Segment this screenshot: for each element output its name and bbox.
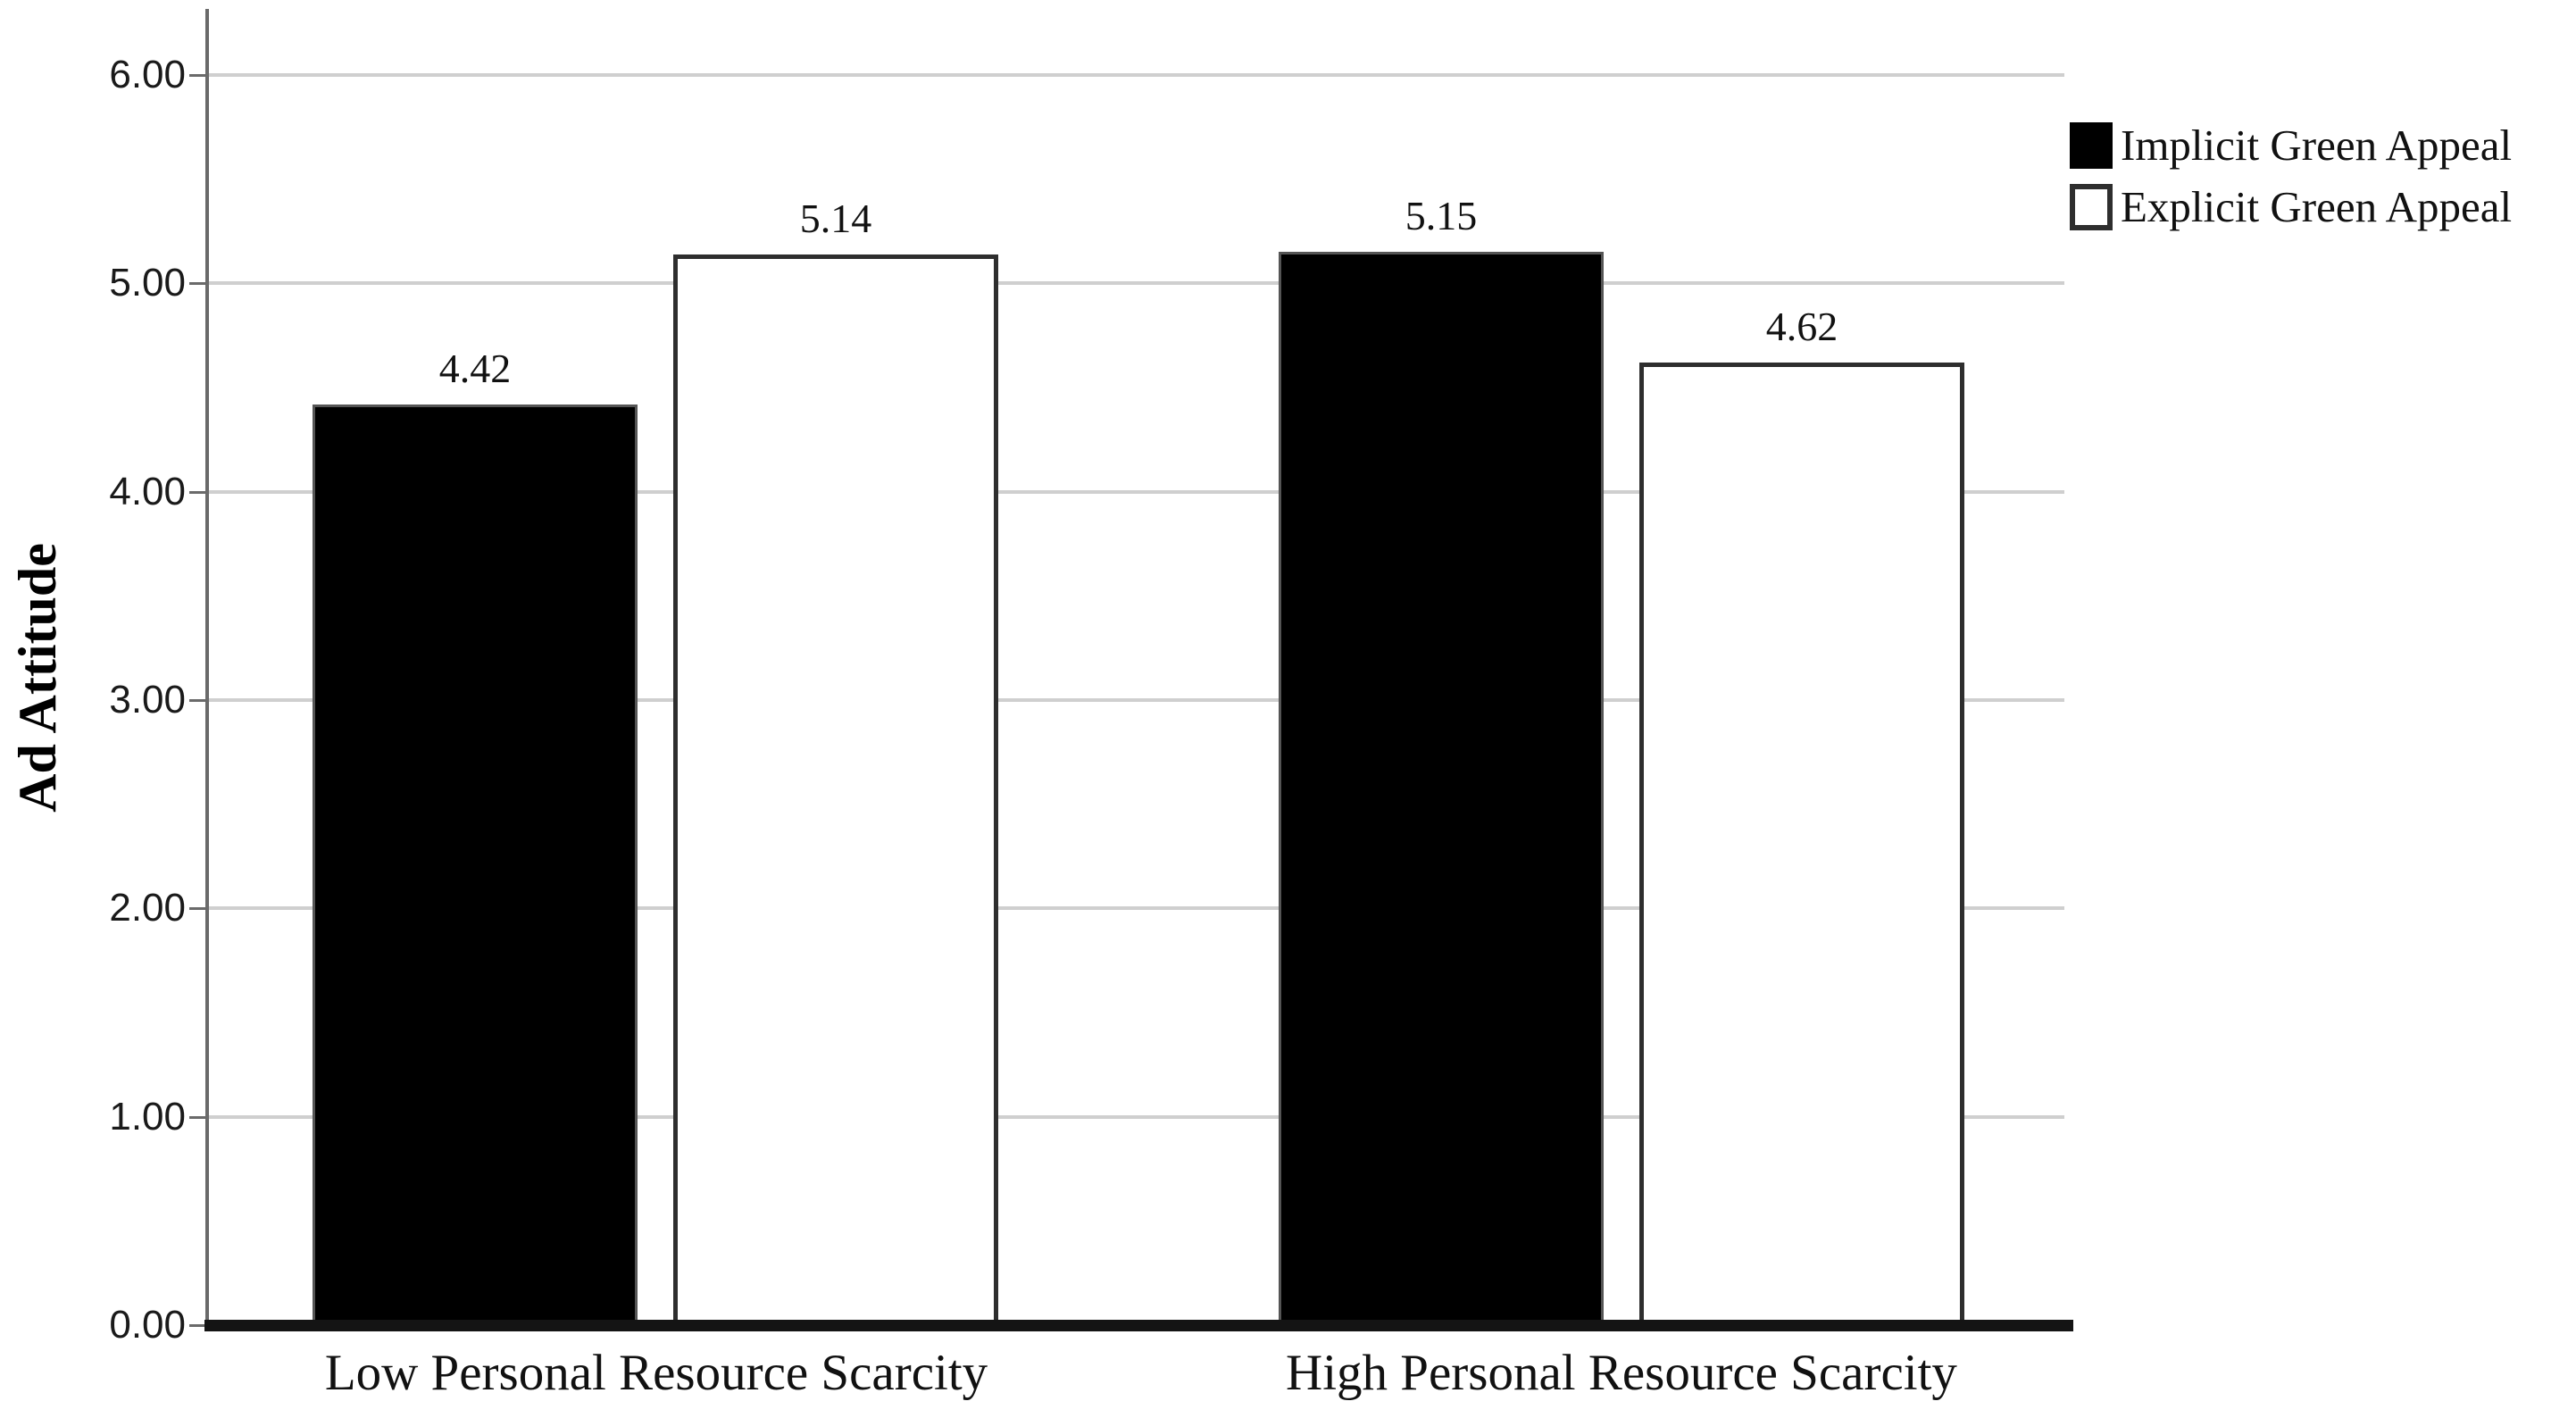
gridline <box>208 489 2064 494</box>
bar <box>1639 363 1964 1329</box>
gridline <box>208 1114 2064 1119</box>
y-tick-mark <box>189 699 208 702</box>
legend: Implicit Green Appeal Explicit Green App… <box>2070 114 2512 238</box>
y-axis-line <box>205 9 209 1331</box>
y-tick-mark <box>189 1115 208 1119</box>
legend-item-implicit: Implicit Green Appeal <box>2070 114 2512 176</box>
gridline <box>208 73 2064 78</box>
y-tick-mark <box>189 282 208 286</box>
y-tick-label: 1.00 <box>109 1094 186 1139</box>
gridline <box>208 698 2064 702</box>
y-tick-label: 4.00 <box>109 469 186 513</box>
legend-label-explicit: Explicit Green Appeal <box>2121 181 2513 231</box>
y-tick-mark <box>189 490 208 494</box>
legend-swatch-explicit-icon <box>2070 183 2113 230</box>
x-axis-line <box>204 1320 2073 1331</box>
y-tick-mark <box>189 1324 208 1327</box>
y-tick-label: 2.00 <box>109 886 186 930</box>
y-tick-label: 6.00 <box>109 53 186 97</box>
y-tick-label: 0.00 <box>109 1303 186 1347</box>
y-tick-mark <box>189 907 208 911</box>
bar-value-label: 4.42 <box>438 345 512 391</box>
y-tick-label: 5.00 <box>109 261 186 305</box>
gridline <box>208 281 2064 286</box>
legend-swatch-implicit-icon <box>2070 121 2113 169</box>
bar-value-label: 4.62 <box>1765 304 1838 349</box>
y-tick-mark <box>189 74 208 78</box>
legend-item-explicit: Explicit Green Appeal <box>2070 176 2512 238</box>
legend-label-implicit: Implicit Green Appeal <box>2121 120 2513 170</box>
x-category-label-low: Low Personal Resource Scarcity <box>324 1345 988 1401</box>
y-tick-label: 3.00 <box>109 678 186 722</box>
x-category-label-high: High Personal Resource Scarcity <box>1286 1345 1957 1401</box>
bar-value-label: 5.15 <box>1405 193 1478 239</box>
bar-value-label: 5.14 <box>799 195 872 241</box>
bar <box>1279 252 1604 1329</box>
bar <box>313 404 638 1329</box>
bar <box>673 254 998 1329</box>
gridline <box>208 906 2064 911</box>
